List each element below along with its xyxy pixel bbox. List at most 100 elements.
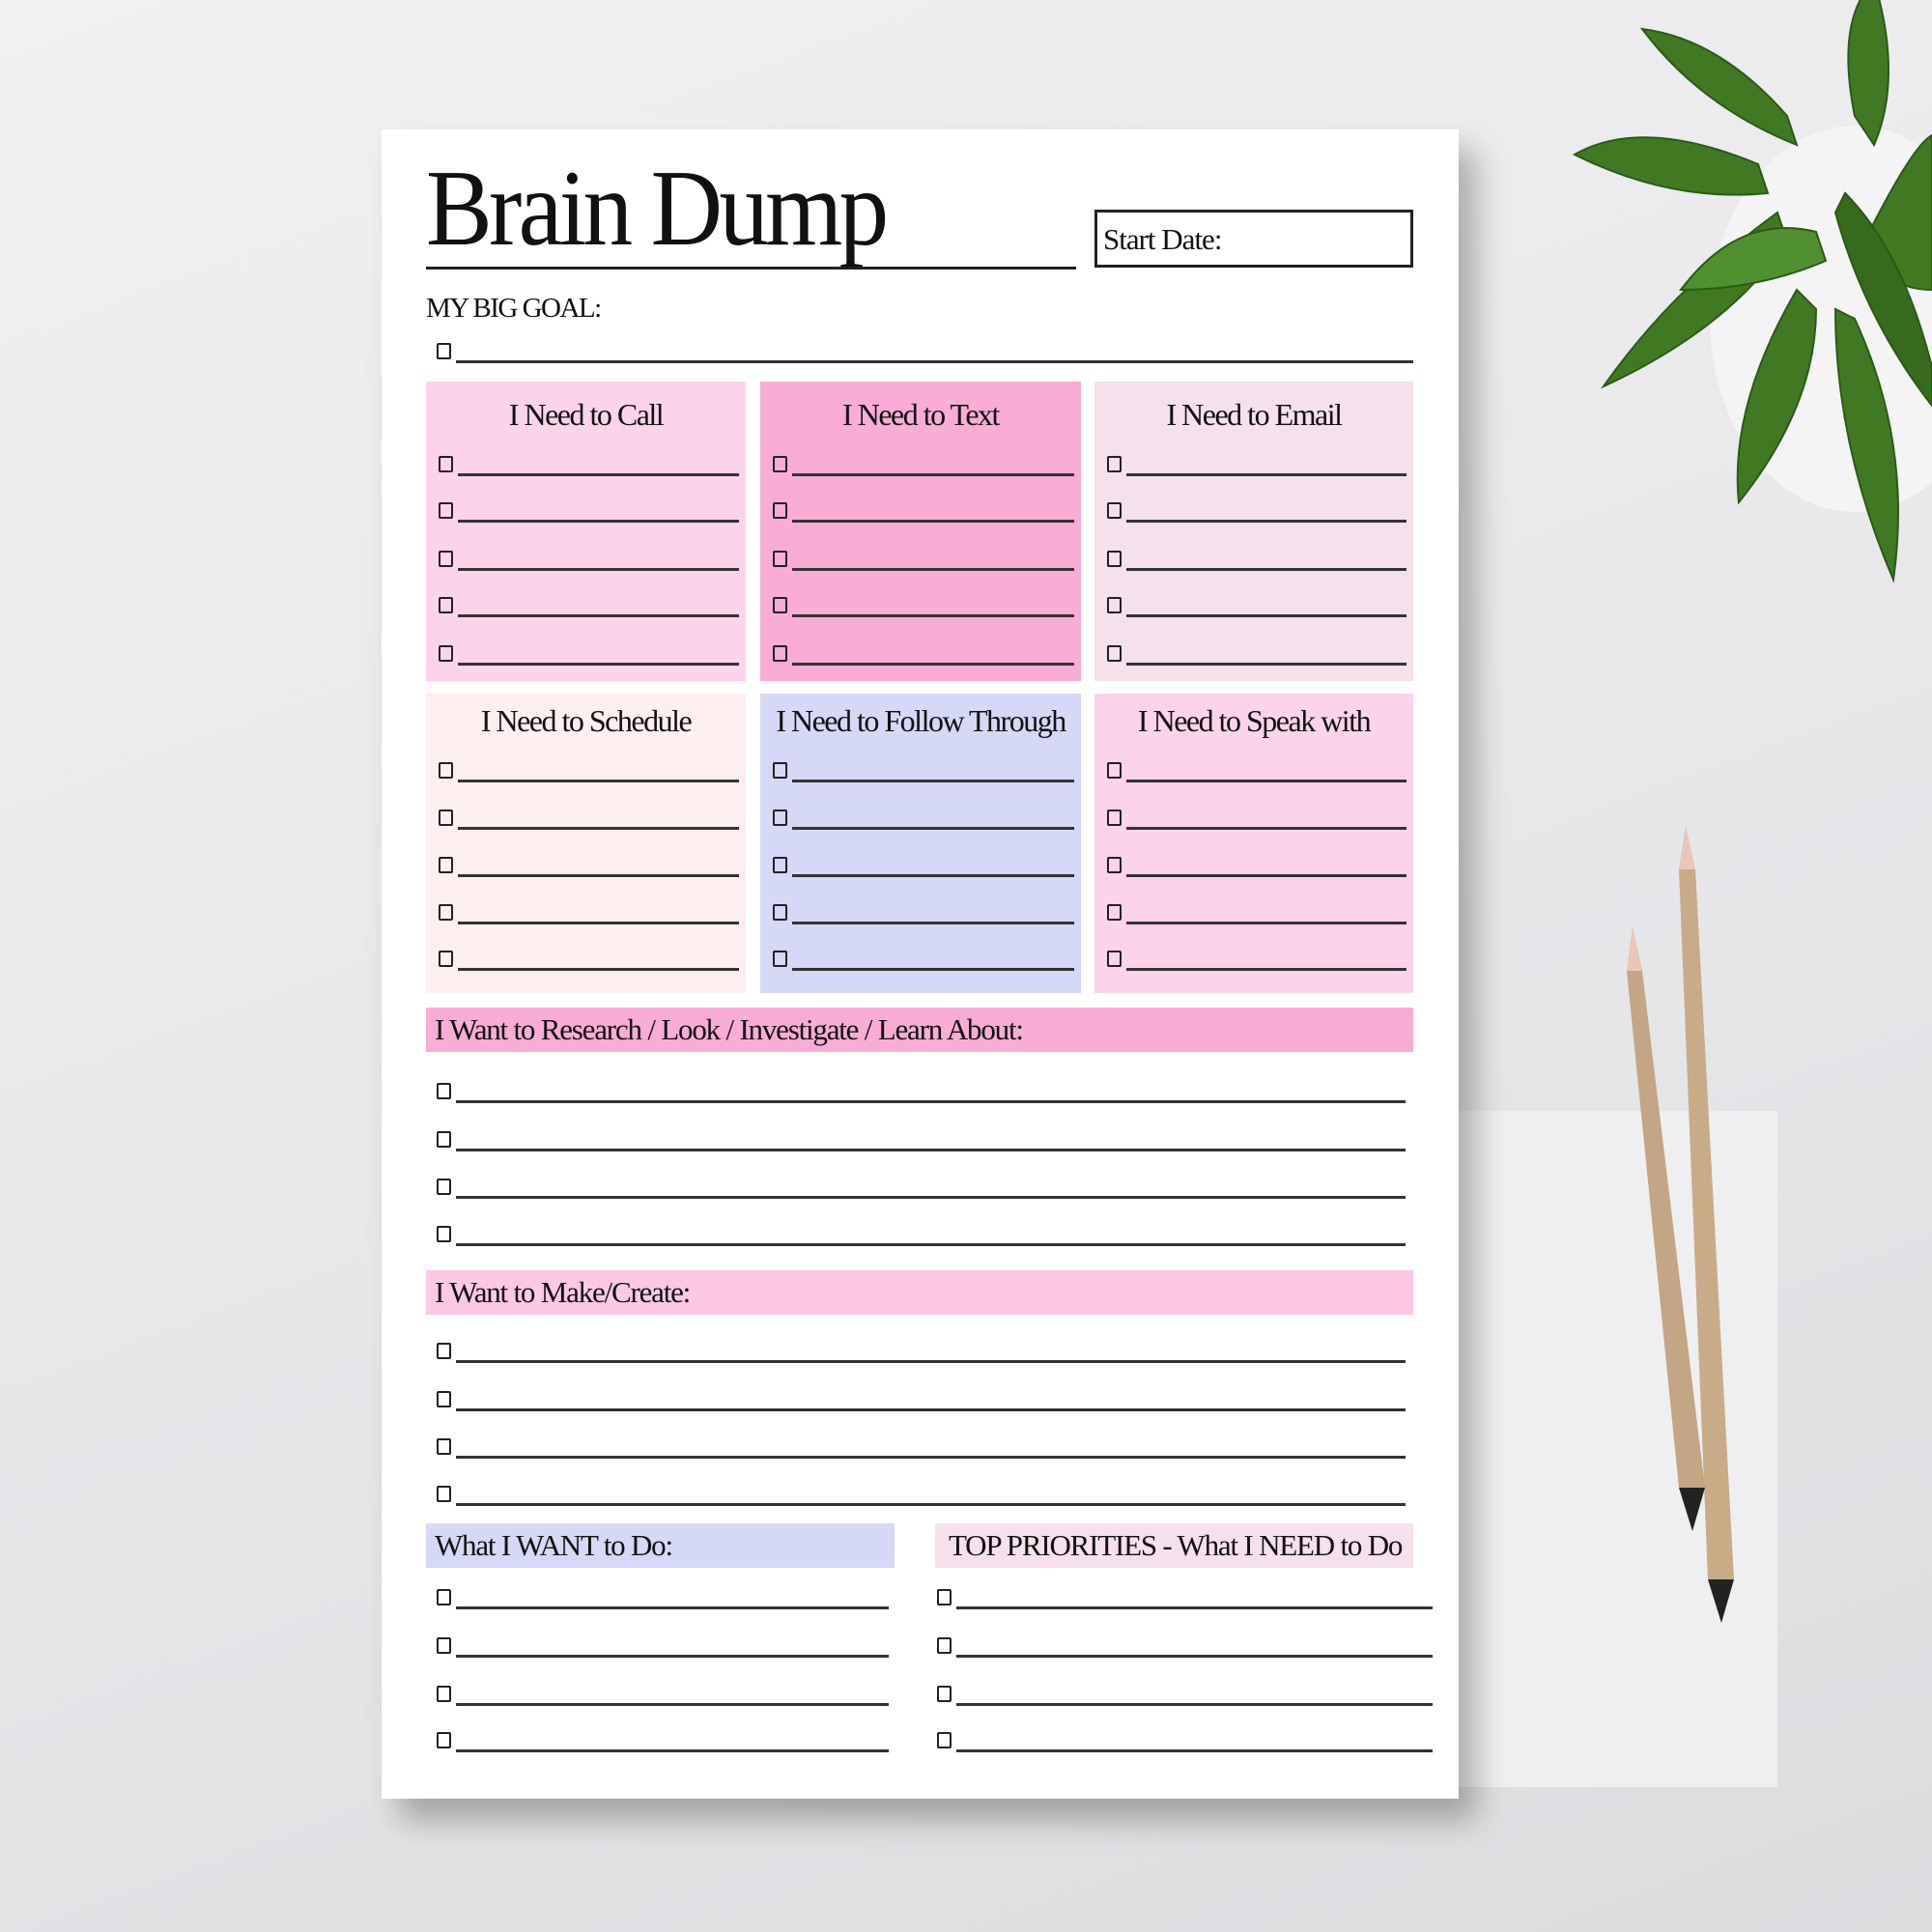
box-item-line[interactable] xyxy=(792,568,1074,571)
box-item-line[interactable] xyxy=(1126,780,1406,782)
checkbox[interactable] xyxy=(773,645,787,662)
want-item-line[interactable] xyxy=(456,1703,889,1706)
checkbox[interactable] xyxy=(1107,456,1122,472)
priority-item-line[interactable] xyxy=(956,1703,1433,1706)
checkbox[interactable] xyxy=(773,857,787,873)
checkbox[interactable] xyxy=(437,1083,451,1099)
checkbox[interactable] xyxy=(439,762,453,779)
checkbox[interactable] xyxy=(1107,810,1122,826)
box-item-line[interactable] xyxy=(792,614,1074,617)
checkbox[interactable] xyxy=(439,551,453,567)
checkbox[interactable] xyxy=(439,597,453,613)
priority-item-line[interactable] xyxy=(956,1749,1433,1752)
want-item-line[interactable] xyxy=(456,1749,889,1752)
box-item-line[interactable] xyxy=(458,663,739,666)
box-item-line[interactable] xyxy=(458,968,739,971)
research-item-line[interactable] xyxy=(456,1243,1406,1246)
box-item-line[interactable] xyxy=(458,473,739,476)
box-item-line[interactable] xyxy=(1126,568,1406,571)
priority-item-line[interactable] xyxy=(956,1655,1433,1658)
box-item-line[interactable] xyxy=(1126,520,1406,523)
checkbox[interactable] xyxy=(1107,857,1122,873)
start-date-field[interactable]: Start Date: xyxy=(1094,210,1413,268)
box-item-line[interactable] xyxy=(458,568,739,571)
make-item-line[interactable] xyxy=(456,1360,1406,1363)
make-item-line[interactable] xyxy=(456,1503,1406,1506)
box-item-line[interactable] xyxy=(792,780,1074,782)
want-item-line[interactable] xyxy=(456,1606,889,1609)
checkbox[interactable] xyxy=(437,1179,451,1195)
checkbox[interactable] xyxy=(437,1438,451,1455)
checkbox[interactable] xyxy=(437,1391,451,1407)
want-item-line[interactable] xyxy=(456,1655,889,1658)
big-goal-line[interactable] xyxy=(456,360,1413,363)
checkbox[interactable] xyxy=(937,1637,952,1654)
checkbox[interactable] xyxy=(773,502,787,519)
research-item-line[interactable] xyxy=(456,1196,1406,1199)
checkbox[interactable] xyxy=(437,1589,451,1605)
box-item-line[interactable] xyxy=(458,520,739,523)
checkbox[interactable] xyxy=(437,1637,451,1654)
checkbox[interactable] xyxy=(437,1732,451,1748)
box-item-line[interactable] xyxy=(792,473,1074,476)
checkbox[interactable] xyxy=(439,951,453,967)
checkbox[interactable] xyxy=(437,1343,451,1359)
priority-item-line[interactable] xyxy=(956,1606,1433,1609)
box-item-line[interactable] xyxy=(792,968,1074,971)
box-item-line[interactable] xyxy=(458,827,739,830)
section-priorities-header: TOP PRIORITIES - What I NEED to Do xyxy=(935,1523,1413,1568)
checkbox[interactable] xyxy=(439,456,453,472)
box-item-line[interactable] xyxy=(1126,827,1406,830)
box-i-need-to-email: I Need to Email xyxy=(1094,382,1413,681)
checkbox[interactable] xyxy=(1107,645,1122,662)
checkbox[interactable] xyxy=(937,1589,952,1605)
checkbox[interactable] xyxy=(437,1226,451,1242)
make-item-line[interactable] xyxy=(456,1408,1406,1411)
checkbox[interactable] xyxy=(1107,597,1122,613)
checkbox[interactable] xyxy=(437,1131,451,1148)
box-item-line[interactable] xyxy=(792,663,1074,666)
box-item-line[interactable] xyxy=(458,614,739,617)
make-item-line[interactable] xyxy=(456,1456,1406,1459)
checkbox[interactable] xyxy=(773,810,787,826)
research-item-line[interactable] xyxy=(456,1100,1406,1103)
box-item-line[interactable] xyxy=(792,874,1074,877)
checkbox[interactable] xyxy=(1107,551,1122,567)
checkbox[interactable] xyxy=(937,1686,952,1702)
checkbox[interactable] xyxy=(773,904,787,921)
box-item-line[interactable] xyxy=(1126,874,1406,877)
box-item-line[interactable] xyxy=(1126,663,1406,666)
checkbox[interactable] xyxy=(1107,904,1122,921)
checkbox[interactable] xyxy=(437,343,451,359)
checkbox[interactable] xyxy=(773,456,787,472)
checkbox[interactable] xyxy=(937,1732,952,1748)
checkbox[interactable] xyxy=(773,951,787,967)
checkbox[interactable] xyxy=(773,551,787,567)
box-item-line[interactable] xyxy=(1126,473,1406,476)
plant-image xyxy=(1572,0,1932,583)
checkbox[interactable] xyxy=(439,502,453,519)
checkbox[interactable] xyxy=(439,904,453,921)
box-item-line[interactable] xyxy=(458,780,739,782)
checkbox[interactable] xyxy=(773,762,787,779)
box-item-line[interactable] xyxy=(1126,968,1406,971)
box-item-line[interactable] xyxy=(792,827,1074,830)
big-goal-label: MY BIG GOAL: xyxy=(426,293,602,324)
checkbox[interactable] xyxy=(1107,762,1122,779)
checkbox[interactable] xyxy=(439,810,453,826)
checkbox[interactable] xyxy=(437,1686,451,1702)
box-item-line[interactable] xyxy=(792,922,1074,924)
box-item-line[interactable] xyxy=(458,922,739,924)
box-item-line[interactable] xyxy=(792,520,1074,523)
research-item-line[interactable] xyxy=(456,1149,1406,1151)
checkbox[interactable] xyxy=(439,857,453,873)
checkbox[interactable] xyxy=(439,645,453,662)
checkbox[interactable] xyxy=(437,1486,451,1502)
checkbox[interactable] xyxy=(773,597,787,613)
section-make-header: I Want to Make/Create: xyxy=(426,1270,1413,1315)
box-item-line[interactable] xyxy=(458,874,739,877)
box-item-line[interactable] xyxy=(1126,922,1406,924)
checkbox[interactable] xyxy=(1107,951,1122,967)
checkbox[interactable] xyxy=(1107,502,1122,519)
box-item-line[interactable] xyxy=(1126,614,1406,617)
